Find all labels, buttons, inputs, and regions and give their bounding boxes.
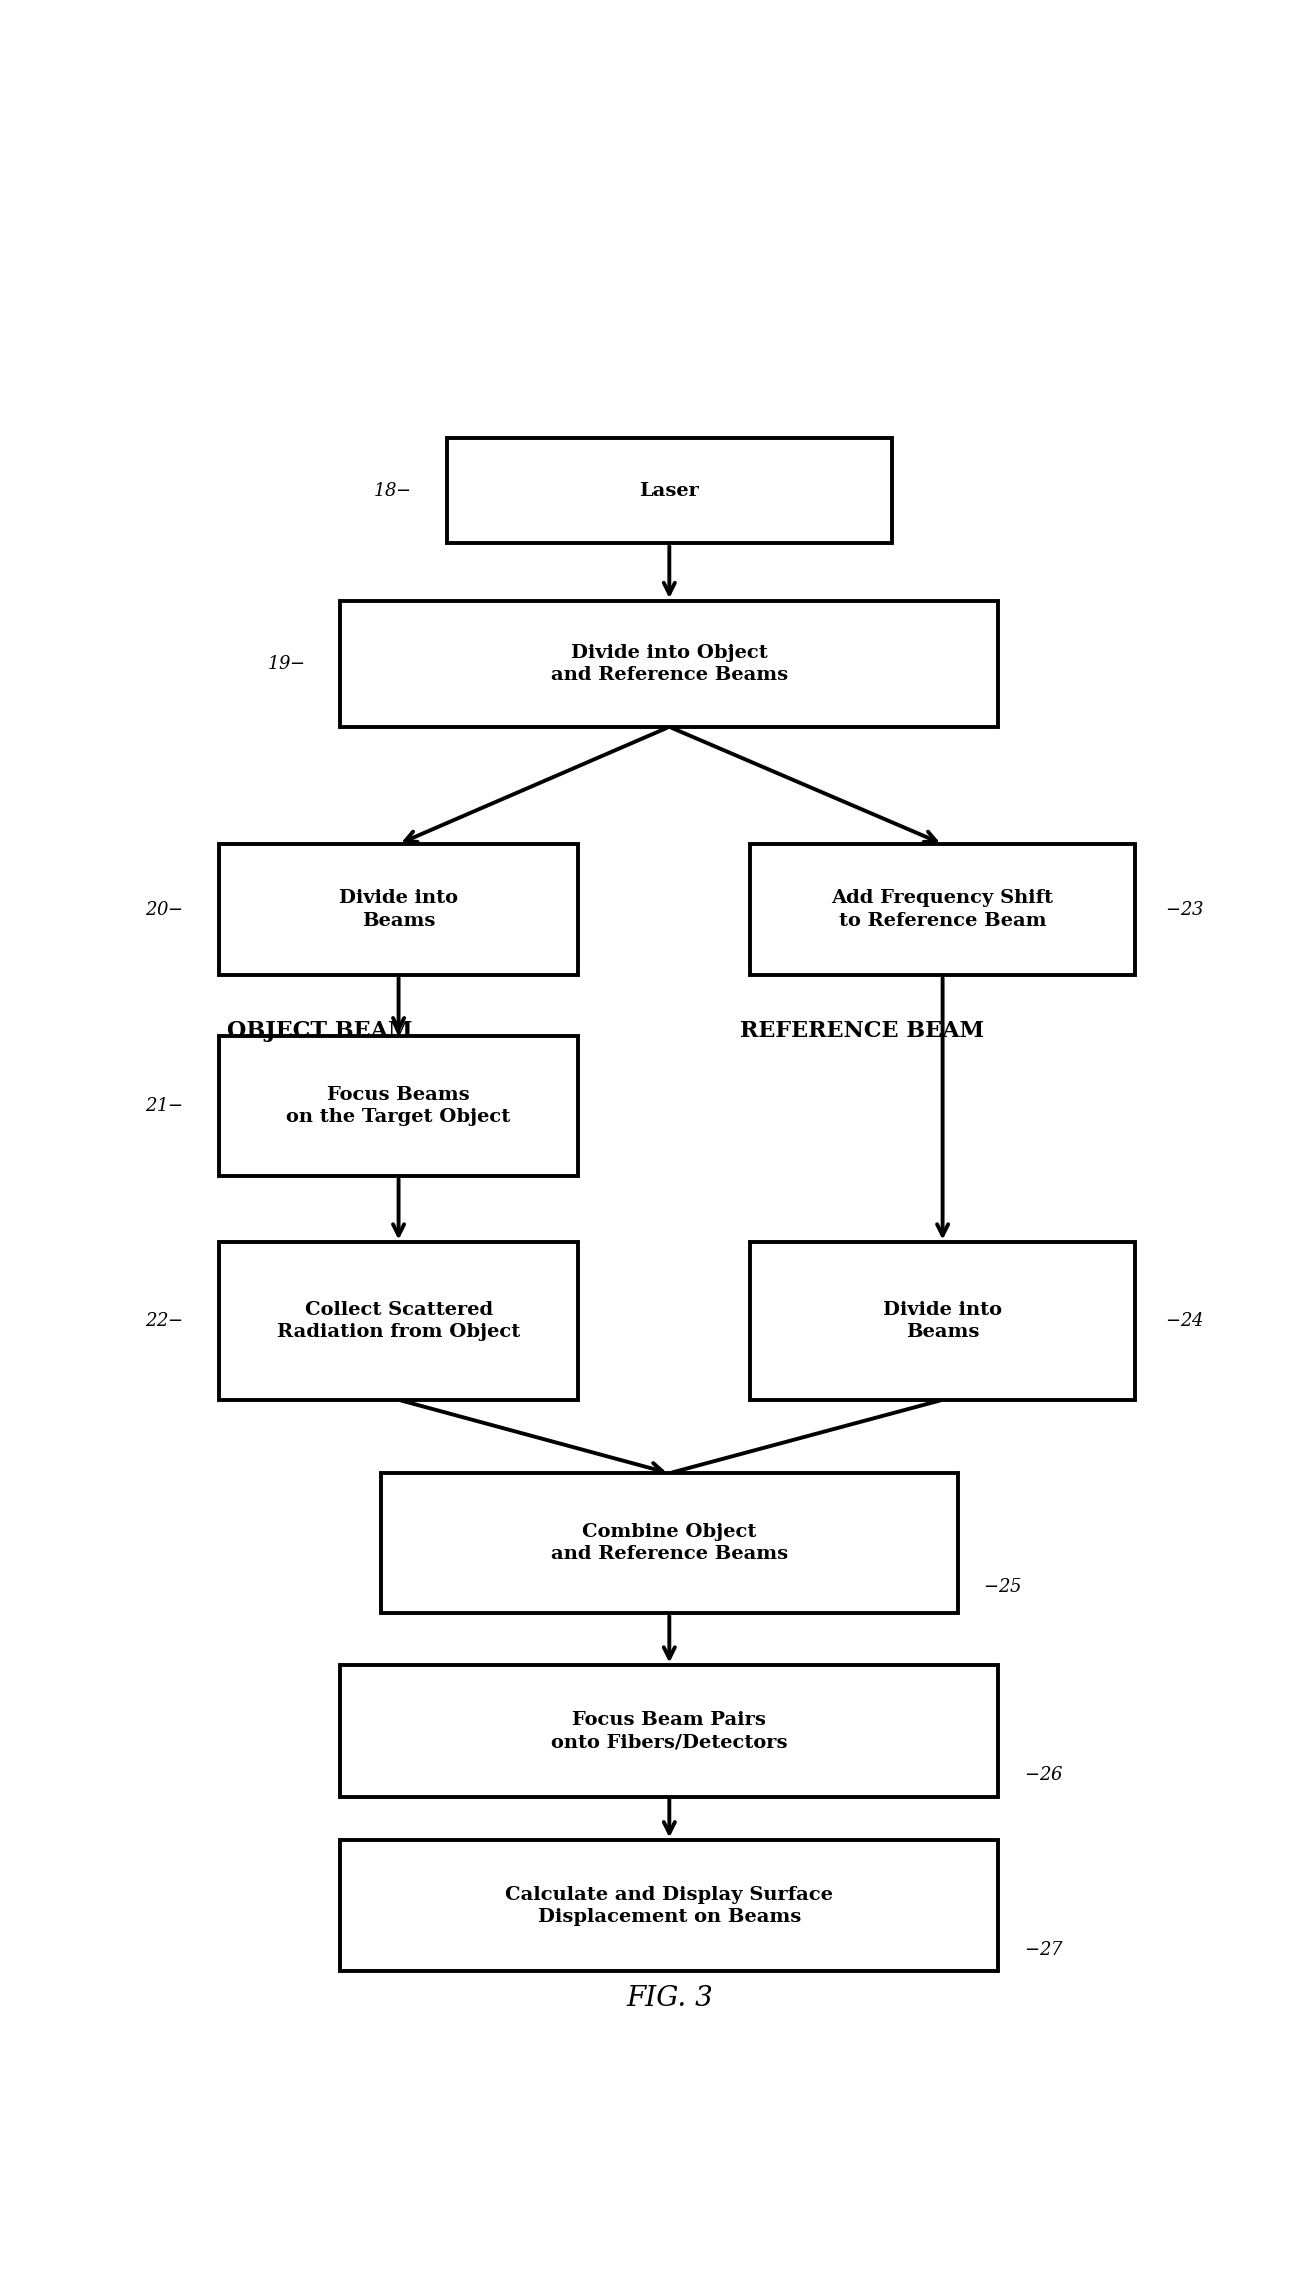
FancyBboxPatch shape <box>381 1473 957 1614</box>
Text: Focus Beam Pairs
onto Fibers/Detectors: Focus Beam Pairs onto Fibers/Detectors <box>551 1712 788 1750</box>
Text: Collect Scattered
Radiation from Object: Collect Scattered Radiation from Object <box>277 1301 520 1342</box>
FancyBboxPatch shape <box>341 1841 998 1970</box>
Text: $-$24: $-$24 <box>1165 1312 1204 1330</box>
Text: $-$27: $-$27 <box>1024 1941 1063 1959</box>
Text: $-$23: $-$23 <box>1165 901 1204 919</box>
Text: Divide into
Beams: Divide into Beams <box>883 1301 1002 1342</box>
FancyBboxPatch shape <box>341 602 998 726</box>
Text: 18$-$: 18$-$ <box>374 481 411 499</box>
Text: Calculate and Display Surface
Displacement on Beams: Calculate and Display Surface Displaceme… <box>505 1886 833 1925</box>
Text: OBJECT BEAM: OBJECT BEAM <box>227 1019 413 1042</box>
FancyBboxPatch shape <box>750 844 1135 976</box>
Text: FIG. 3: FIG. 3 <box>626 1984 713 2011</box>
Text: 19$-$: 19$-$ <box>266 656 306 672</box>
Text: $-$25: $-$25 <box>983 1578 1023 1596</box>
Text: Add Frequency Shift
to Reference Beam: Add Frequency Shift to Reference Beam <box>832 890 1054 931</box>
Text: 21$-$: 21$-$ <box>145 1096 183 1115</box>
FancyBboxPatch shape <box>219 1035 579 1176</box>
FancyBboxPatch shape <box>219 1242 579 1401</box>
Text: 22$-$: 22$-$ <box>145 1312 183 1330</box>
FancyBboxPatch shape <box>750 1242 1135 1401</box>
FancyBboxPatch shape <box>341 1666 998 1796</box>
FancyBboxPatch shape <box>219 844 579 976</box>
FancyBboxPatch shape <box>447 438 892 543</box>
Text: Laser: Laser <box>640 481 699 499</box>
Text: $-$26: $-$26 <box>1024 1766 1063 1784</box>
Text: REFERENCE BEAM: REFERENCE BEAM <box>739 1019 983 1042</box>
Text: 20$-$: 20$-$ <box>145 901 183 919</box>
Text: Divide into Object
and Reference Beams: Divide into Object and Reference Beams <box>551 645 788 683</box>
Text: Combine Object
and Reference Beams: Combine Object and Reference Beams <box>551 1523 788 1564</box>
Text: Divide into
Beams: Divide into Beams <box>340 890 458 931</box>
Text: Focus Beams
on the Target Object: Focus Beams on the Target Object <box>286 1085 511 1126</box>
